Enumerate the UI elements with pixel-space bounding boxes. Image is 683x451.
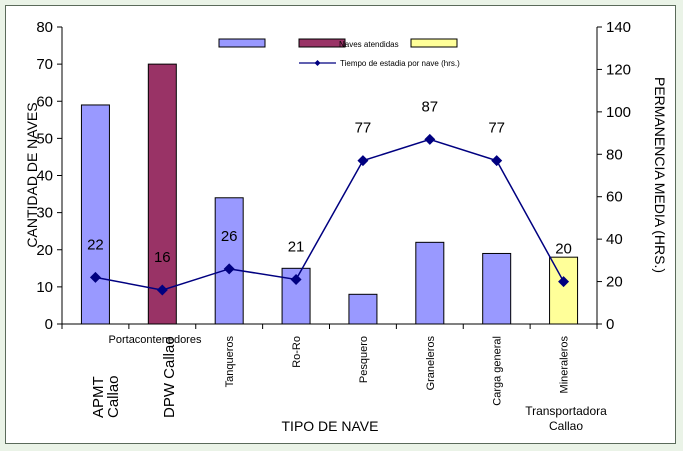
- x-tick-label: Carga general: [492, 336, 504, 406]
- data-label: 26: [221, 228, 238, 245]
- data-label: 77: [488, 120, 505, 137]
- data-label: 77: [355, 120, 372, 137]
- bar: [482, 252, 512, 325]
- legend-swatch: [218, 38, 266, 48]
- line-marker: [424, 133, 436, 145]
- chart-panel: [5, 5, 676, 444]
- left-tick-label: 10: [36, 279, 53, 296]
- right-tick-label: 80: [606, 146, 623, 163]
- bar: [549, 256, 579, 325]
- bar: [348, 293, 378, 325]
- line-marker: [89, 271, 101, 283]
- legend-label: Naves atendidas: [339, 40, 399, 49]
- left-tick-label: 80: [36, 19, 53, 36]
- line-series: [95, 138, 565, 291]
- terminal-label: DPW Callao: [161, 336, 178, 418]
- right-tick-label: 40: [606, 231, 623, 248]
- left-tick-label: 70: [36, 56, 53, 73]
- line-marker: [290, 273, 302, 285]
- data-label: 20: [555, 241, 572, 258]
- right-tick-label: 100: [606, 104, 631, 121]
- terminal-label: Transportadora: [525, 404, 607, 418]
- x-tick-label: Tanqueros: [224, 336, 236, 388]
- line-marker: [491, 155, 503, 167]
- data-label: 21: [288, 238, 305, 255]
- line-marker: [558, 276, 570, 288]
- legend-swatch: [410, 38, 458, 48]
- bar: [147, 63, 177, 325]
- left-tick-label: 20: [36, 242, 53, 259]
- x-group-label: Portacontenedores: [109, 334, 202, 346]
- line-marker: [223, 263, 235, 275]
- bar: [214, 197, 244, 325]
- x-tick-label: Pesquero: [358, 336, 370, 383]
- left-tick-label: 60: [36, 93, 53, 110]
- right-tick-label: 0: [606, 316, 614, 333]
- y2-axis-title: PERMANENCIA MEDIA (HRS.): [652, 77, 668, 273]
- y-axis-title: CANTIDAD DE NAVES: [24, 102, 40, 247]
- data-label: 22: [87, 236, 104, 253]
- right-tick-label: 140: [606, 19, 631, 36]
- line-marker: [357, 155, 369, 167]
- x-tick-label: Ro-Ro: [291, 336, 303, 368]
- data-label: 16: [154, 249, 171, 266]
- x-tick-label: Mineraleros: [559, 336, 571, 394]
- legend-line-marker: [314, 60, 321, 66]
- line-marker: [156, 284, 168, 296]
- right-tick-label: 60: [606, 189, 623, 206]
- left-tick-label: 40: [36, 168, 53, 185]
- x-axis-title: TIPO DE NAVE: [282, 418, 379, 434]
- legend-label: Tiempo de estadia por nave (hrs.): [340, 59, 460, 68]
- x-tick-label: Graneleros: [425, 336, 437, 391]
- terminal-label: Callao: [549, 419, 583, 433]
- left-tick-label: 0: [45, 316, 53, 333]
- left-tick-label: 30: [36, 205, 53, 222]
- legend-swatch: [298, 38, 346, 48]
- bar: [80, 104, 110, 325]
- terminal-label: Callao: [105, 375, 122, 418]
- terminal-label: APMT: [90, 376, 107, 418]
- right-tick-label: 20: [606, 274, 623, 291]
- left-tick-label: 50: [36, 130, 53, 147]
- data-label: 87: [421, 98, 438, 115]
- bar: [415, 241, 445, 325]
- right-tick-label: 120: [606, 61, 631, 78]
